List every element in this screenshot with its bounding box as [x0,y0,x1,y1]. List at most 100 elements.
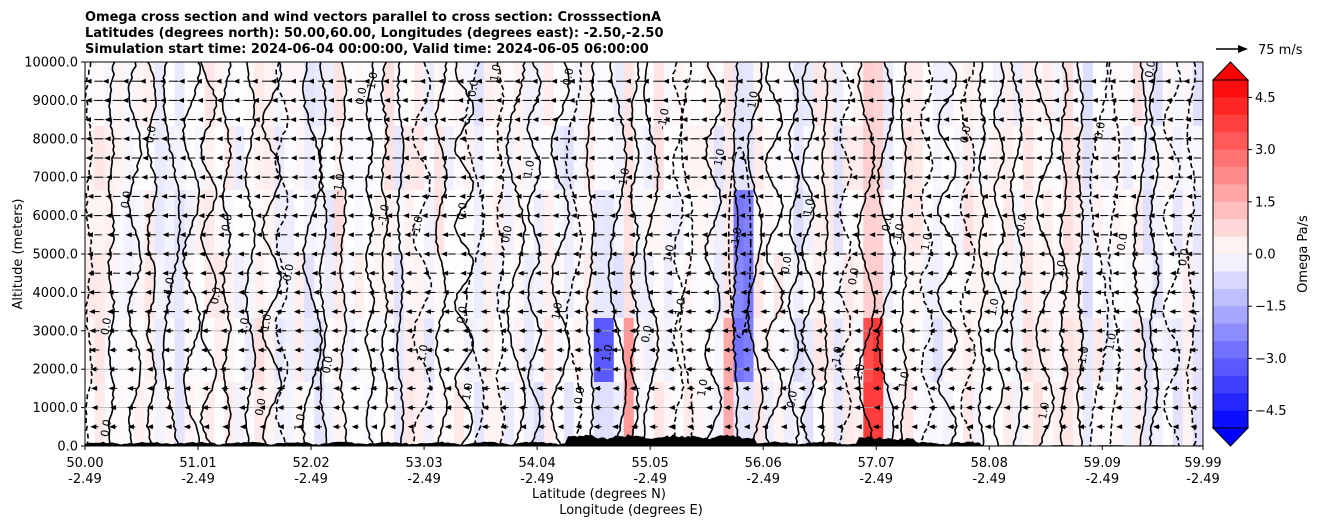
wind-vector-head [647,328,654,334]
omega-fill-cell [693,254,705,318]
wind-vector-head [481,385,488,391]
wind-vector-head [593,385,600,391]
omega-fill-cell [523,318,535,382]
omega-fill-cell [384,62,395,126]
omega-fill-cell [493,62,505,126]
omega-fill-cell [623,190,635,254]
omega-fill-cell [1062,190,1074,254]
wind-vector-head [1001,251,1008,257]
wind-vector-head [273,193,280,199]
wind-vector-head [796,270,803,276]
wind-vector-head [646,289,653,295]
wind-vector-head [1109,136,1116,142]
contour-label: 0.0 [454,201,470,220]
omega-fill-cell [144,254,156,318]
wind-vector-head [216,136,223,142]
y-tick-label: 1000.0 [33,401,79,416]
omega-fill-cell [633,254,645,318]
wind-vector-head [721,251,728,257]
omega-fill-cell [1162,382,1174,446]
wind-vector-head [591,309,598,315]
omega-fill-cell [344,190,355,254]
omega-fill-cell [1042,382,1054,446]
wind-vector-head [1185,117,1192,123]
wind-vector-head [665,270,672,276]
wind-vector-head [1055,232,1062,238]
wind-vector-head [327,136,334,142]
wind-vector-head [90,424,97,430]
wind-vector-head [849,97,856,103]
wind-vector-head [998,78,1005,84]
wind-vector-head [1169,347,1176,353]
wind-vector-head [905,155,912,161]
wind-vector-head [534,270,541,276]
omega-fill-cell [553,190,565,254]
omega-fill-cell [134,318,146,382]
wind-vector-head [123,136,130,142]
omega-fill-cell [1162,62,1174,126]
wind-vector-head [1039,366,1046,372]
wind-vector-head [351,424,358,430]
wind-vector-head [1110,117,1117,123]
wind-vector-head [369,328,376,334]
wind-vector-head [122,97,129,103]
wind-vector-head [665,289,672,295]
wind-vector-head [332,424,339,430]
wind-vector-head [196,97,203,103]
contour-line [379,62,390,446]
y-tick-label: 10000.0 [24,56,78,71]
wind-vector-head [815,328,822,334]
omega-fill-cell [763,62,775,126]
wind-vector-head [309,97,316,103]
wind-vector-head [1167,232,1174,238]
wind-vector-head [518,347,525,353]
wind-vector-head [833,309,840,315]
wind-vector-head [1169,328,1176,334]
wind-vector-head [368,309,375,315]
wind-vector-head [646,213,653,219]
wind-vector-head [516,232,523,238]
wind-vector-head [347,155,354,161]
omega-fill-cell [174,254,186,318]
omega-fill-cell [783,62,795,126]
wind-vector-head [1097,366,1104,372]
wind-vector-head [1109,78,1116,84]
wind-vector-head [270,78,277,84]
omega-fill-cell [404,126,415,190]
omega-fill-cell [144,382,156,446]
wind-vector-head [91,405,98,411]
wind-vector-head [1172,424,1179,430]
wind-vector-head [104,117,111,123]
wind-vector-head [200,347,207,353]
wind-vector-head [739,251,746,257]
wind-vector-head [551,155,558,161]
wind-vector-head [313,385,320,391]
wind-vector-head [144,232,151,238]
wind-vector-head [216,97,223,103]
wind-vector-head [426,385,433,391]
x-tick-label-latitude: 57.07 [858,456,895,471]
wind-vector-head [774,155,781,161]
omega-fill-cell [1003,62,1014,126]
omega-fill-cell [683,62,695,126]
wind-vector-head [568,97,575,103]
wind-vector-head [797,347,804,353]
wind-vector-head [760,309,767,315]
wind-vector-head [1058,328,1065,334]
wind-vector-head [965,405,972,411]
wind-vector-head [328,232,335,238]
omega-fill-cell [1122,382,1134,446]
omega-fill-cell [85,382,96,446]
wind-vector-head [869,251,876,257]
wind-vector-head [1034,97,1041,103]
wind-vector-head [308,136,315,142]
omega-fill-cell [593,62,605,126]
omega-fill-cell [214,190,226,254]
wind-vector-head [834,328,841,334]
wind-vector-head [1134,385,1141,391]
omega-fill-cell [1013,318,1024,382]
contour-label: 0.0 [98,317,114,336]
wind-vector-head [1186,251,1193,257]
wind-vector-head [141,117,148,123]
omega-fill-cell [693,62,705,126]
